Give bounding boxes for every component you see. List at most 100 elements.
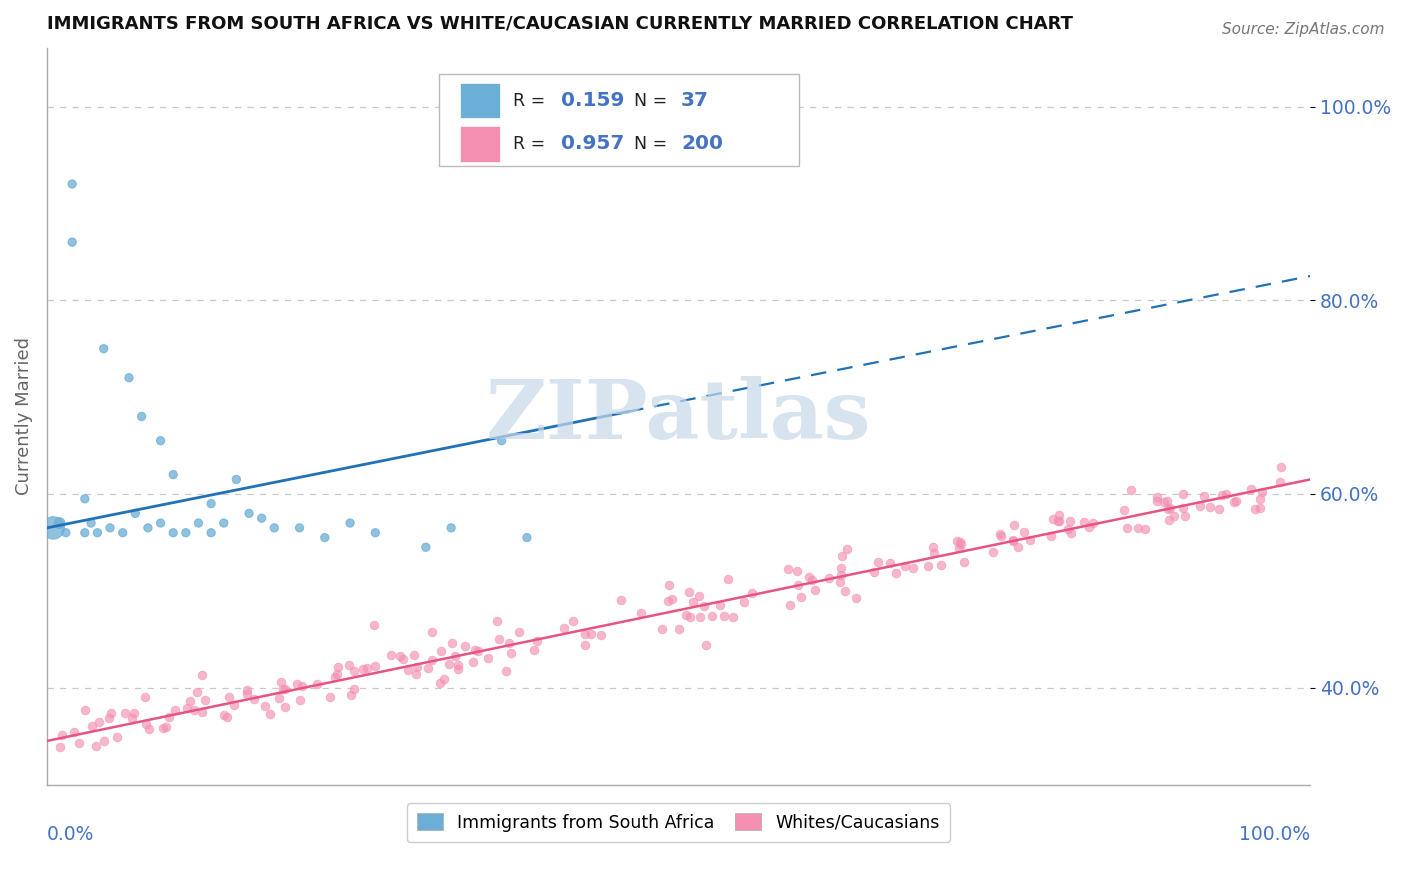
Text: ZIPatlas: ZIPatlas (485, 376, 872, 457)
Point (835, 541, 858, 556)
Point (526, 634, 548, 648)
Point (114, 706, 136, 720)
Point (921, 540, 943, 554)
Point (1007, 541, 1029, 555)
Point (326, 660, 349, 674)
Point (121, 711, 143, 725)
Point (163, 703, 186, 717)
Point (402, 648, 425, 663)
Point (149, 434, 172, 448)
Point (786, 564, 808, 578)
Point (179, 694, 201, 708)
Point (1116, 521, 1139, 535)
Point (723, 610, 745, 624)
Point (830, 561, 852, 575)
Text: R =: R = (513, 135, 551, 153)
Text: 37: 37 (681, 91, 709, 111)
Point (73, 703, 96, 717)
Point (834, 584, 856, 599)
Point (1146, 490, 1168, 504)
Point (945, 534, 967, 549)
Point (486, 614, 509, 628)
Point (73, 491, 96, 506)
Point (138, 723, 160, 737)
Point (236, 686, 259, 700)
Point (194, 693, 217, 707)
Point (380, 648, 402, 663)
FancyBboxPatch shape (439, 74, 799, 166)
Point (464, 642, 486, 657)
Point (709, 598, 731, 612)
Point (717, 572, 740, 586)
Point (948, 541, 970, 556)
Point (86, 525, 108, 540)
Point (318, 690, 340, 704)
Point (290, 692, 312, 706)
Point (149, 516, 172, 530)
Point (879, 556, 901, 570)
Point (187, 516, 209, 530)
Point (1163, 509, 1185, 524)
Point (288, 521, 311, 535)
Point (1189, 500, 1212, 514)
Point (901, 561, 924, 575)
Point (1047, 508, 1070, 522)
Point (574, 626, 596, 640)
Point (1159, 513, 1181, 527)
Point (1157, 502, 1180, 516)
Point (800, 573, 823, 587)
Point (340, 688, 363, 702)
Point (1126, 521, 1149, 535)
Point (508, 625, 530, 640)
Point (214, 708, 236, 723)
Point (343, 664, 366, 678)
Point (1211, 487, 1233, 501)
Point (134, 690, 156, 704)
Point (98, 521, 121, 535)
Point (1223, 494, 1246, 508)
Point (1215, 486, 1237, 500)
Point (922, 546, 945, 560)
Point (651, 623, 673, 637)
Point (790, 590, 813, 604)
Point (84, 739, 107, 753)
Text: 200: 200 (681, 135, 723, 153)
Point (222, 698, 245, 713)
Point (80, 516, 103, 530)
Point (828, 574, 851, 589)
Point (447, 663, 470, 677)
Point (67, 736, 90, 750)
Point (285, 677, 308, 691)
Text: Source: ZipAtlas.com: Source: ZipAtlas.com (1222, 22, 1385, 37)
Point (364, 525, 387, 540)
Point (1012, 524, 1035, 539)
Point (388, 648, 411, 663)
Text: R =: R = (513, 92, 551, 110)
Point (100, 706, 122, 720)
Point (1019, 533, 1042, 547)
Point (186, 684, 208, 698)
Point (893, 559, 915, 574)
Point (778, 562, 800, 576)
Point (191, 667, 214, 681)
Point (243, 692, 266, 706)
Point (420, 653, 443, 667)
Point (63, 724, 86, 739)
Point (1133, 522, 1156, 536)
Point (105, 730, 128, 744)
Text: 0.159: 0.159 (561, 91, 624, 111)
Point (1171, 486, 1194, 500)
Text: 0.0%: 0.0% (46, 825, 94, 844)
Point (1192, 489, 1215, 503)
Point (1268, 475, 1291, 489)
Point (212, 516, 235, 530)
Point (574, 638, 596, 652)
Point (323, 670, 346, 684)
Point (1046, 514, 1069, 528)
Point (589, 627, 612, 641)
Point (990, 529, 1012, 543)
Point (307, 677, 329, 691)
Point (1119, 483, 1142, 498)
Point (1208, 501, 1230, 516)
Point (949, 534, 972, 549)
